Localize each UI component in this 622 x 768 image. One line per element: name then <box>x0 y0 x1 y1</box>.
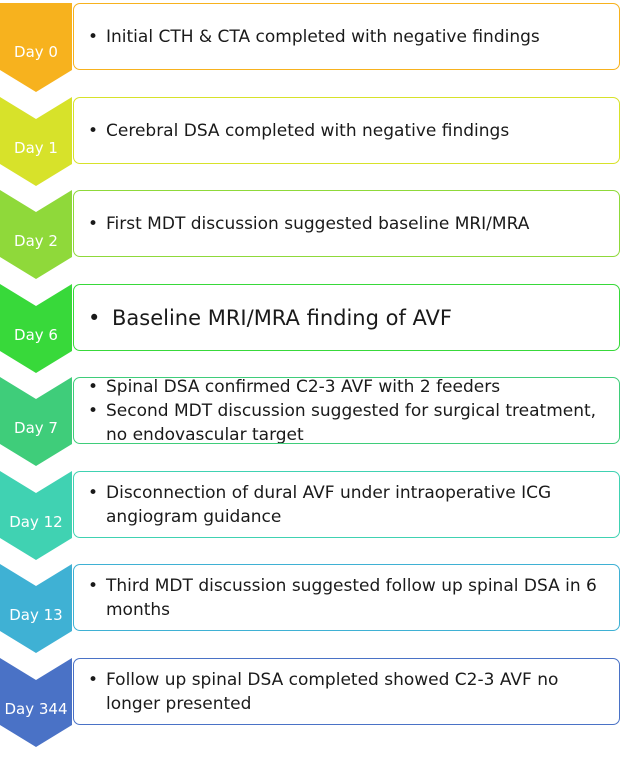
day-label: Day 13 <box>9 606 63 624</box>
event-box: • Baseline MRI/MRA finding of AVF <box>73 283 620 351</box>
event-text: Spinal DSA confirmed C2-3 AVF with 2 fee… <box>106 377 501 397</box>
bullet-dot-icon: • <box>88 214 99 234</box>
event-bullet: • Initial CTH & CTA completed with negati… <box>88 25 605 49</box>
day-label: Day 2 <box>14 232 58 250</box>
day-chevron-shape <box>0 283 72 373</box>
event-text: First MDT discussion suggested baseline … <box>106 214 530 234</box>
day-label: Day 12 <box>9 512 63 531</box>
event-box: • First MDT discussion suggested baseline… <box>73 190 620 257</box>
day-label: Day 0 <box>14 43 58 61</box>
event-box: • Initial CTH & CTA completed with negati… <box>73 3 620 70</box>
day-chevron <box>0 96 72 186</box>
bullet-dot-icon: • <box>88 120 99 141</box>
event-text: Disconnection of dural AVF under intraop… <box>106 482 552 527</box>
event-text: Second MDT discussion suggested for surg… <box>106 401 597 444</box>
event-bullet: • Third MDT discussion suggested follow u… <box>88 574 605 622</box>
event-box: • Spinal DSA confirmed C2-3 AVF with 2 fe… <box>73 377 620 444</box>
day-chevron <box>0 283 72 373</box>
event-bullet: • Cerebral DSA completed with negative fi… <box>88 119 605 143</box>
event-box: • Disconnection of dural AVF under intrao… <box>73 470 620 538</box>
event-text: Cerebral DSA completed with negative fin… <box>106 120 510 141</box>
event-bullet: • First MDT discussion suggested baseline… <box>88 212 605 236</box>
event-bullet: • Disconnection of dural AVF under intrao… <box>88 481 605 529</box>
event-text: Initial CTH & CTA completed with negativ… <box>106 27 540 47</box>
day-chevron-shape <box>0 564 72 653</box>
day-label: Day 1 <box>14 138 58 157</box>
day-chevron <box>0 190 72 279</box>
day-label: Day 7 <box>14 419 58 437</box>
event-box: • Cerebral DSA completed with negative fi… <box>73 96 620 164</box>
bullet-dot-icon: • <box>88 305 101 330</box>
day-chevron <box>0 564 72 653</box>
bullet-dot-icon: • <box>88 401 99 421</box>
day-chevron-shape <box>0 3 72 92</box>
day-chevron-shape <box>0 377 72 466</box>
event-bullet: • Baseline MRI/MRA finding of AVF <box>88 304 605 332</box>
bullet-dot-icon: • <box>88 482 99 503</box>
day-chevron-shape <box>0 657 72 747</box>
event-bullet: • Second MDT discussion suggested for sur… <box>88 399 605 444</box>
day-chevron-shape <box>0 470 72 560</box>
event-box: • Third MDT discussion suggested follow u… <box>73 564 620 631</box>
event-text: Follow up spinal DSA completed showed C2… <box>106 669 559 714</box>
day-chevron-shape <box>0 190 72 279</box>
bullet-dot-icon: • <box>88 576 99 596</box>
event-text: Third MDT discussion suggested follow up… <box>106 576 597 620</box>
day-label: Day 344 <box>4 699 68 718</box>
day-chevron <box>0 3 72 92</box>
bullet-dot-icon: • <box>88 669 99 690</box>
day-chevron <box>0 377 72 466</box>
event-box: • Follow up spinal DSA completed showed C… <box>73 657 620 725</box>
event-bullet: • Spinal DSA confirmed C2-3 AVF with 2 fe… <box>88 377 605 399</box>
bullet-dot-icon: • <box>88 377 99 397</box>
bullet-dot-icon: • <box>88 27 99 47</box>
day-chevron-shape <box>0 96 72 186</box>
day-chevron <box>0 657 72 747</box>
event-bullet: • Follow up spinal DSA completed showed C… <box>88 668 605 716</box>
day-label: Day 6 <box>14 325 58 344</box>
event-text: Baseline MRI/MRA finding of AVF <box>112 305 452 330</box>
day-chevron <box>0 470 72 560</box>
